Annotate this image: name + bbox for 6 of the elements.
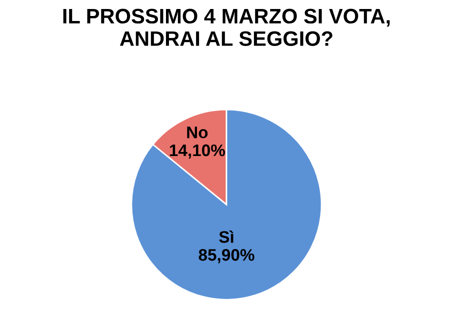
slice-label: Sì xyxy=(219,230,234,243)
slice-label: No xyxy=(187,126,208,138)
chart-title: IL PROSSIMO 4 MARZO SI VOTA, ANDRAI AL SEGGIO? xyxy=(63,8,390,46)
data-label: 14,10% xyxy=(170,144,225,159)
pie-slice xyxy=(130,108,322,300)
data-label: 85,90% xyxy=(198,249,254,264)
